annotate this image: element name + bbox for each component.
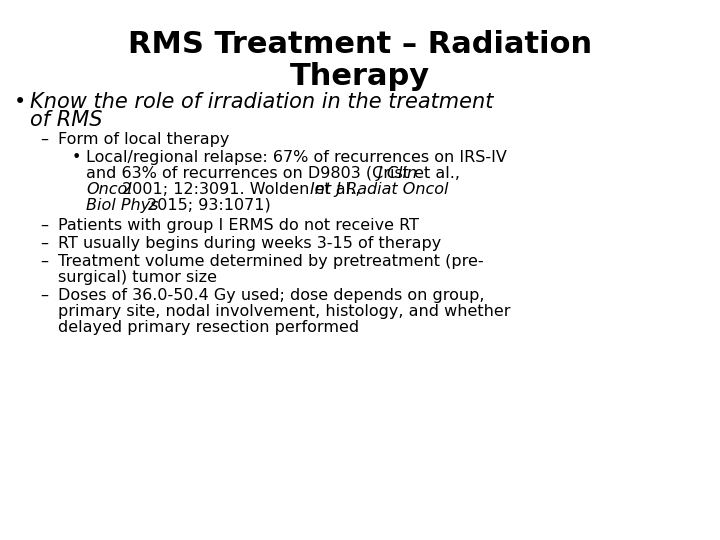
- Text: –: –: [40, 218, 48, 233]
- Text: delayed primary resection performed: delayed primary resection performed: [58, 320, 359, 335]
- Text: –: –: [40, 254, 48, 269]
- Text: Therapy: Therapy: [290, 62, 430, 91]
- Text: –: –: [40, 288, 48, 303]
- Text: primary site, nodal involvement, histology, and whether: primary site, nodal involvement, histolo…: [58, 304, 510, 319]
- Text: –: –: [40, 236, 48, 251]
- Text: Oncol: Oncol: [86, 182, 132, 197]
- Text: Local/regional relapse: 67% of recurrences on IRS-IV: Local/regional relapse: 67% of recurrenc…: [86, 150, 507, 165]
- Text: Form of local therapy: Form of local therapy: [58, 132, 230, 147]
- Text: 2015; 93:1071): 2015; 93:1071): [142, 198, 271, 213]
- Text: Int J Radiat Oncol: Int J Radiat Oncol: [310, 182, 448, 197]
- Text: Doses of 36.0-50.4 Gy used; dose depends on group,: Doses of 36.0-50.4 Gy used; dose depends…: [58, 288, 485, 303]
- Text: •: •: [14, 92, 26, 112]
- Text: of RMS: of RMS: [30, 110, 102, 130]
- Text: –: –: [40, 132, 48, 147]
- Text: surgical) tumor size: surgical) tumor size: [58, 270, 217, 285]
- Text: 2001; 12:3091. Wolden et al.,: 2001; 12:3091. Wolden et al.,: [117, 182, 366, 197]
- Text: Biol Phys: Biol Phys: [86, 198, 158, 213]
- Text: Patients with group I ERMS do not receive RT: Patients with group I ERMS do not receiv…: [58, 218, 419, 233]
- Text: RT usually begins during weeks 3-15 of therapy: RT usually begins during weeks 3-15 of t…: [58, 236, 441, 251]
- Text: RMS Treatment – Radiation: RMS Treatment – Radiation: [128, 30, 592, 59]
- Text: •: •: [72, 150, 81, 165]
- Text: J Clin: J Clin: [378, 166, 418, 181]
- Text: Treatment volume determined by pretreatment (pre-: Treatment volume determined by pretreatm…: [58, 254, 484, 269]
- Text: Know the role of irradiation in the treatment: Know the role of irradiation in the trea…: [30, 92, 493, 112]
- Text: and 63% of recurrences on D9803 (Crist et al.,: and 63% of recurrences on D9803 (Crist e…: [86, 166, 465, 181]
